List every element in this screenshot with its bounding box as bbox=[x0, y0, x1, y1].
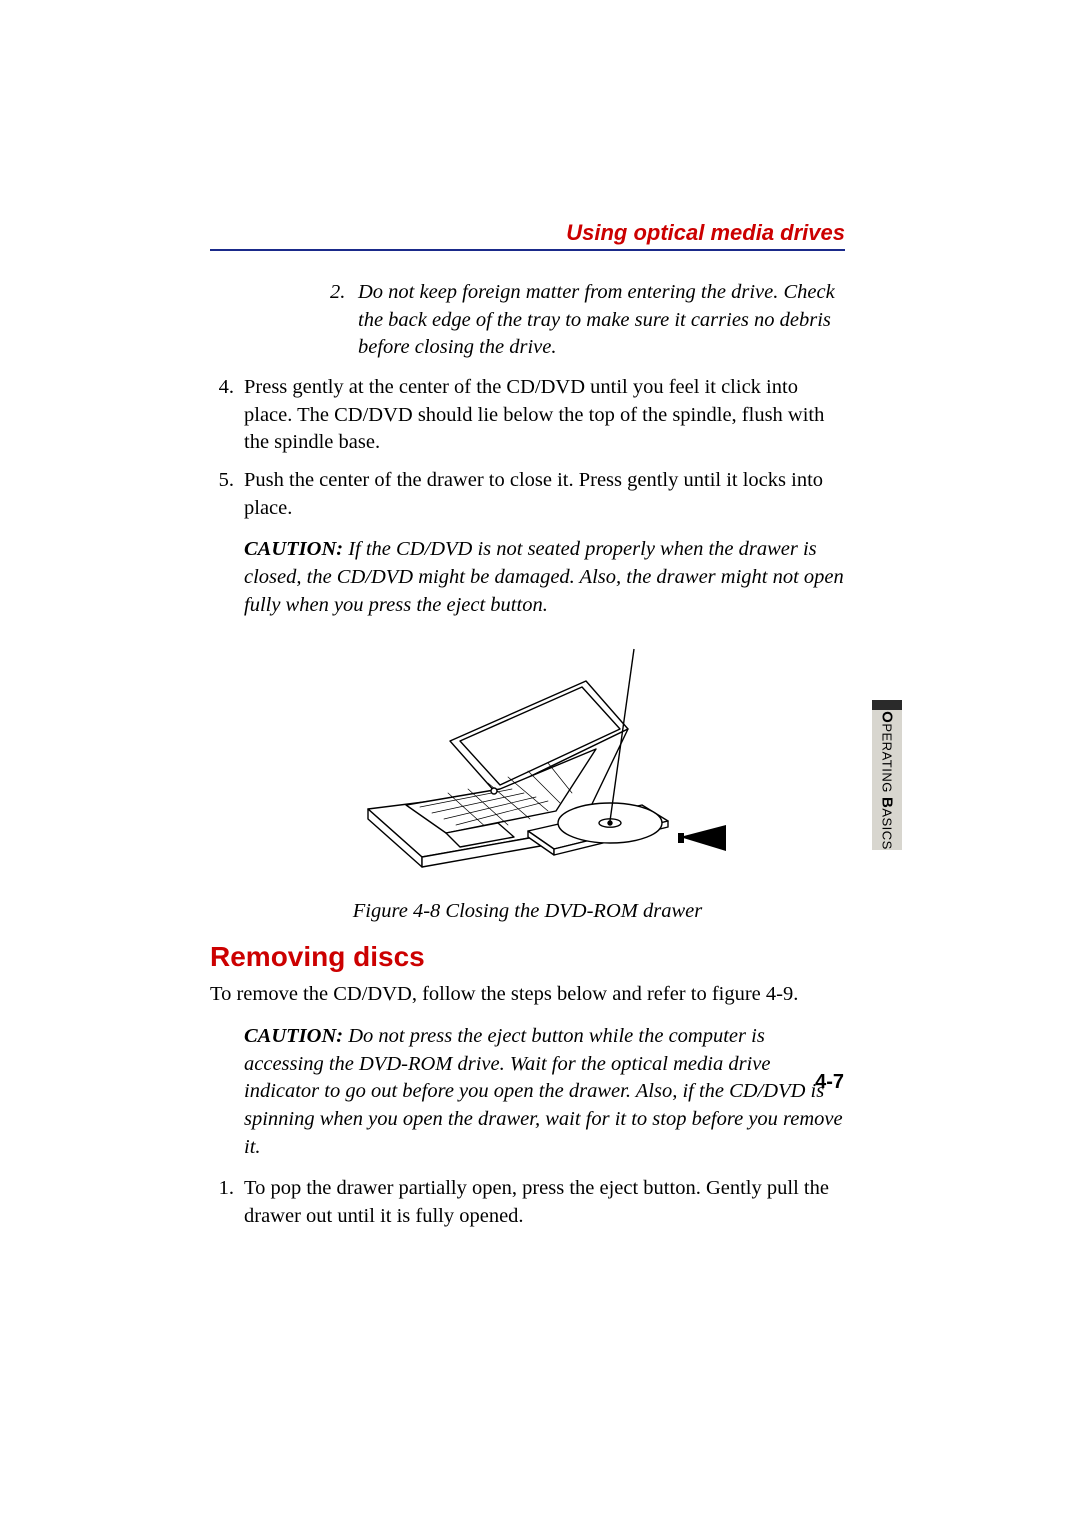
caution-label: CAUTION: bbox=[244, 1025, 343, 1047]
tab-label: OPERATING BASICS bbox=[879, 711, 896, 850]
paragraph: To remove the CD/DVD, follow the steps b… bbox=[210, 981, 845, 1009]
list-item: 5. Push the center of the drawer to clos… bbox=[210, 467, 845, 522]
list-text: Do not keep foreign matter from entering… bbox=[358, 279, 845, 362]
list-text: Press gently at the center of the CD/DVD… bbox=[244, 374, 845, 457]
numbered-list: 4. Press gently at the center of the CD/… bbox=[210, 374, 845, 522]
page: Using optical media drives 2. Do not kee… bbox=[0, 0, 1080, 1528]
tab-dark-strip bbox=[872, 700, 902, 710]
laptop-disc-illustration-icon: Line drawing of an open laptop with its … bbox=[328, 633, 728, 873]
list-item: 4. Press gently at the center of the CD/… bbox=[210, 374, 845, 457]
list-item: 2. Do not keep foreign matter from enter… bbox=[330, 279, 845, 362]
list-number: 1. bbox=[210, 1175, 244, 1230]
list-text: To pop the drawer partially open, press … bbox=[244, 1175, 845, 1230]
numbered-list: 1. To pop the drawer partially open, pre… bbox=[210, 1175, 845, 1230]
list-number: 5. bbox=[210, 467, 244, 522]
caution-label: CAUTION: bbox=[244, 538, 343, 560]
figure-caption: Figure 4-8 Closing the DVD-ROM drawer bbox=[210, 900, 845, 923]
figure: Line drawing of an open laptop with its … bbox=[210, 633, 845, 878]
nested-numbered-list: 2. Do not keep foreign matter from enter… bbox=[330, 279, 845, 362]
header-rule bbox=[210, 249, 845, 251]
caution-note: CAUTION: Do not press the eject button w… bbox=[244, 1023, 845, 1161]
caution-note: CAUTION: If the CD/DVD is not seated pro… bbox=[244, 536, 845, 619]
list-number: 4. bbox=[210, 374, 244, 457]
section-heading: Removing discs bbox=[210, 941, 845, 973]
page-number: 4-7 bbox=[815, 1071, 844, 1094]
list-text: Push the center of the drawer to close i… bbox=[244, 467, 845, 522]
chapter-thumb-tab: OPERATING BASICS bbox=[872, 700, 902, 850]
running-header: Using optical media drives bbox=[210, 220, 845, 246]
list-number: 2. bbox=[330, 279, 358, 362]
list-item: 1. To pop the drawer partially open, pre… bbox=[210, 1175, 845, 1230]
